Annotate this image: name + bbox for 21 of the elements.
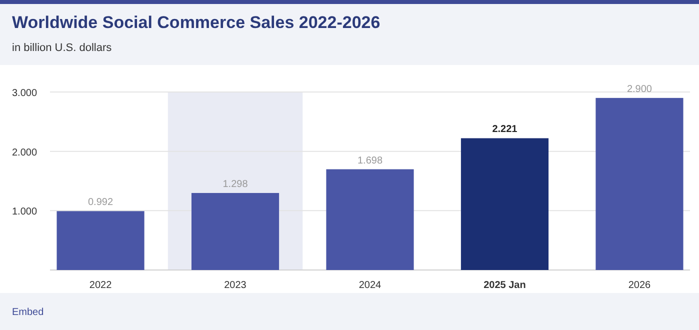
data-label: 2.900: [626, 84, 652, 95]
chart-title: Worldwide Social Commerce Sales 2022-2026: [12, 13, 380, 32]
x-tick-label: 2025 Jan: [484, 280, 526, 291]
bar: [56, 211, 144, 270]
data-label: 2.221: [492, 124, 518, 136]
data-label: 1.298: [222, 178, 248, 190]
chart-subtitle: in billion U.S. dollars: [12, 42, 112, 54]
bar: [191, 192, 280, 270]
x-tick-label: 2024: [358, 280, 382, 291]
bar: [460, 138, 549, 270]
x-tick-label: 2026: [628, 280, 652, 291]
bar: [596, 98, 684, 270]
x-tick-label: 2023: [224, 280, 247, 291]
bar: [326, 169, 414, 270]
text: Embed: [12, 307, 44, 318]
y-tick-label: 1.000: [12, 206, 38, 218]
y-tick-label: 3.000: [12, 88, 38, 99]
data-label: 0.992: [88, 197, 114, 208]
x-tick-label: 2022: [89, 280, 112, 291]
y-tick-label: 2.000: [12, 147, 38, 158]
data-label: 1.698: [357, 155, 383, 166]
